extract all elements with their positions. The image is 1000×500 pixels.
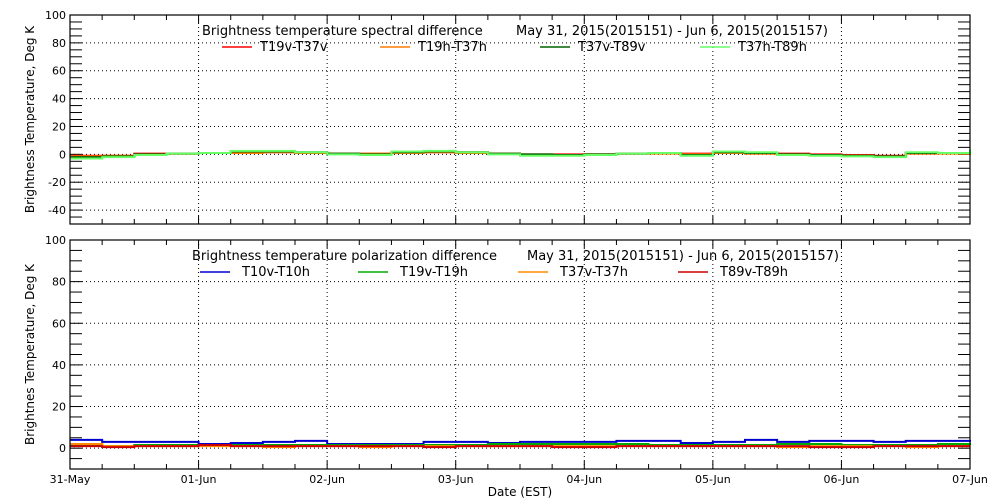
series-line-t37h-t89h [70,149,971,160]
chart-date-range: May 31, 2015(2015151) - Jun 6, 2015(2015… [527,249,839,264]
x-tick-label: 03-Jun [438,473,474,486]
x-tick-label: 06-Jun [824,473,860,486]
series-line-t10v-t10h [70,438,971,446]
x-tick-label: 31-May [50,473,91,486]
y-tick-label: 60 [52,317,66,330]
plot-frame [69,239,971,470]
y-tick-label: 80 [52,276,66,289]
y-tick-label: 60 [52,65,66,78]
y-tick-label: 20 [52,120,66,133]
y-tick-label: -20 [48,176,66,189]
series-line-t89v-t89h [70,444,970,449]
y-tick-label: 100 [45,9,66,22]
legend-label: T19h-T37h [417,40,487,55]
panel-0 [69,14,971,225]
legend-label: T37v-T89v [577,40,646,55]
plot-frame [69,14,971,225]
y-tick-label: 0 [59,148,66,161]
legend-label: T37v-T37h [559,265,628,280]
y-axis-label: Brightnes Temperature, Deg K [23,263,37,445]
x-tick-label: 02-Jun [309,473,345,486]
y-tick-label: 0 [59,442,66,455]
chart-date-range: May 31, 2015(2015151) - Jun 6, 2015(2015… [516,24,828,39]
x-tick-label: 07-Jun [952,473,988,486]
y-axis-label: Brightness Temperature, Deg K [23,25,37,213]
chart-title: Brightness temperature polarization diff… [192,249,497,264]
y-tick-label: 80 [52,37,66,50]
chart-title: Brightness temperature spectral differen… [202,24,483,39]
legend-label: T10v-T10h [241,265,310,280]
y-tick-label: 100 [45,234,66,247]
x-axis-label: Date (EST) [488,485,552,499]
x-tick-label: 04-Jun [566,473,602,486]
panel-1 [69,239,971,470]
legend-label: T19v-T19h [399,265,468,280]
y-tick-label: 40 [52,93,66,106]
legend-label: T89v-T89h [719,265,788,280]
legend-label: T19v-T37v [259,40,328,55]
x-tick-label: 05-Jun [695,473,731,486]
legend-label: T37h-T89h [737,40,807,55]
y-tick-label: 40 [52,359,66,372]
x-tick-label: 01-Jun [181,473,217,486]
y-tick-label: 20 [52,401,66,414]
y-tick-label: -40 [48,204,66,217]
